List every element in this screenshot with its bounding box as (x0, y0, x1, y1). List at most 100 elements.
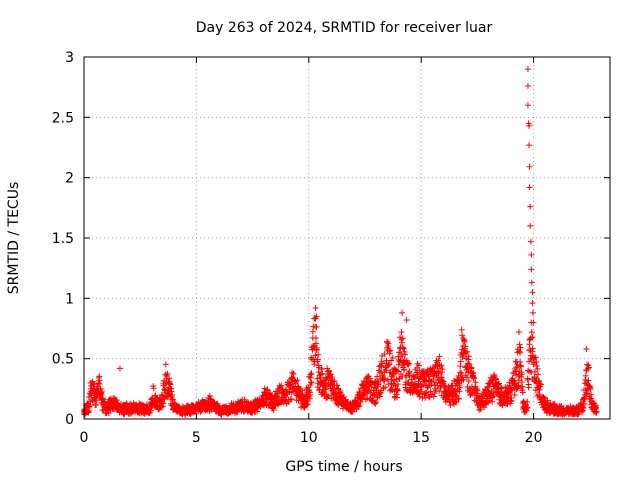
data-point (526, 142, 533, 149)
data-point (406, 368, 413, 375)
data-point (534, 365, 541, 372)
data-point (508, 397, 515, 404)
x-tick-label: 5 (192, 430, 201, 446)
data-point (516, 348, 523, 355)
data-points (81, 66, 600, 419)
data-point (580, 405, 587, 412)
data-point (372, 400, 379, 407)
data-point (466, 361, 473, 368)
data-point (383, 367, 390, 374)
data-point (304, 400, 311, 407)
data-point (315, 351, 322, 358)
data-point (160, 400, 167, 407)
data-point (381, 375, 388, 382)
data-point (312, 304, 319, 311)
data-point (462, 343, 469, 350)
data-point (113, 397, 120, 404)
data-point (313, 344, 320, 351)
data-point (290, 370, 297, 377)
data-point (491, 393, 498, 400)
data-point (536, 380, 543, 387)
data-point (468, 364, 475, 371)
data-point (334, 382, 341, 389)
data-point (489, 398, 496, 405)
data-point (368, 379, 375, 386)
data-point (397, 371, 404, 378)
data-point (348, 408, 355, 415)
data-point (430, 393, 437, 400)
data-point (98, 389, 105, 396)
data-point (457, 358, 464, 365)
data-point (317, 371, 324, 378)
data-point (513, 364, 520, 371)
data-point (533, 362, 540, 369)
data-point (415, 362, 422, 369)
data-point (307, 391, 314, 398)
data-point (389, 354, 396, 361)
data-point (520, 398, 527, 405)
data-point (303, 401, 310, 408)
data-point (400, 345, 407, 352)
data-point (527, 203, 534, 210)
x-axis-label: GPS time / hours (285, 459, 402, 475)
data-point (531, 368, 538, 375)
y-tick-label: 1.5 (52, 231, 74, 247)
data-point (415, 378, 422, 385)
data-point (150, 385, 157, 392)
data-point (461, 337, 468, 344)
y-tick-label: 2 (65, 171, 74, 187)
data-point (405, 361, 412, 368)
data-point (403, 386, 410, 393)
data-point (385, 381, 392, 388)
data-point (403, 317, 410, 324)
data-point (160, 395, 167, 402)
data-point (325, 393, 332, 400)
data-point (524, 66, 531, 73)
data-point (373, 399, 380, 406)
data-point (96, 380, 103, 387)
data-point (187, 411, 194, 418)
data-point (375, 381, 382, 388)
data-point (517, 349, 524, 356)
data-point (312, 352, 319, 359)
x-tick-label: 0 (80, 430, 89, 446)
y-axis-label: SRMTID / TECUs (6, 182, 22, 295)
data-point (399, 309, 406, 316)
data-point (384, 339, 391, 346)
data-point (524, 398, 531, 405)
data-point (459, 335, 466, 342)
data-point (386, 361, 393, 368)
data-point (464, 348, 471, 355)
data-point (516, 341, 523, 348)
data-point (440, 378, 447, 385)
data-point (541, 396, 548, 403)
data-point (525, 384, 532, 391)
data-point (278, 382, 285, 389)
data-point (276, 390, 283, 397)
data-point (511, 391, 518, 398)
data-point (528, 251, 535, 258)
data-point (518, 371, 525, 378)
data-point (436, 353, 443, 360)
data-point (116, 365, 123, 372)
data-point (313, 323, 320, 330)
data-point (585, 364, 592, 371)
data-point (529, 289, 536, 296)
data-point (528, 266, 535, 273)
data-point (387, 347, 394, 354)
data-point (379, 360, 386, 367)
data-point (356, 402, 363, 409)
data-point (465, 353, 472, 360)
data-point (455, 395, 462, 402)
data-point (299, 387, 306, 394)
y-tick-label: 0 (65, 412, 74, 428)
data-point (529, 345, 536, 352)
data-point (470, 374, 477, 381)
data-point (393, 394, 400, 401)
data-point (435, 357, 442, 364)
chart-title: Day 263 of 2024, SRMTID for receiver lua… (196, 20, 493, 36)
data-point (456, 384, 463, 391)
data-point (95, 379, 102, 386)
data-point (517, 363, 524, 370)
data-point (168, 388, 175, 395)
